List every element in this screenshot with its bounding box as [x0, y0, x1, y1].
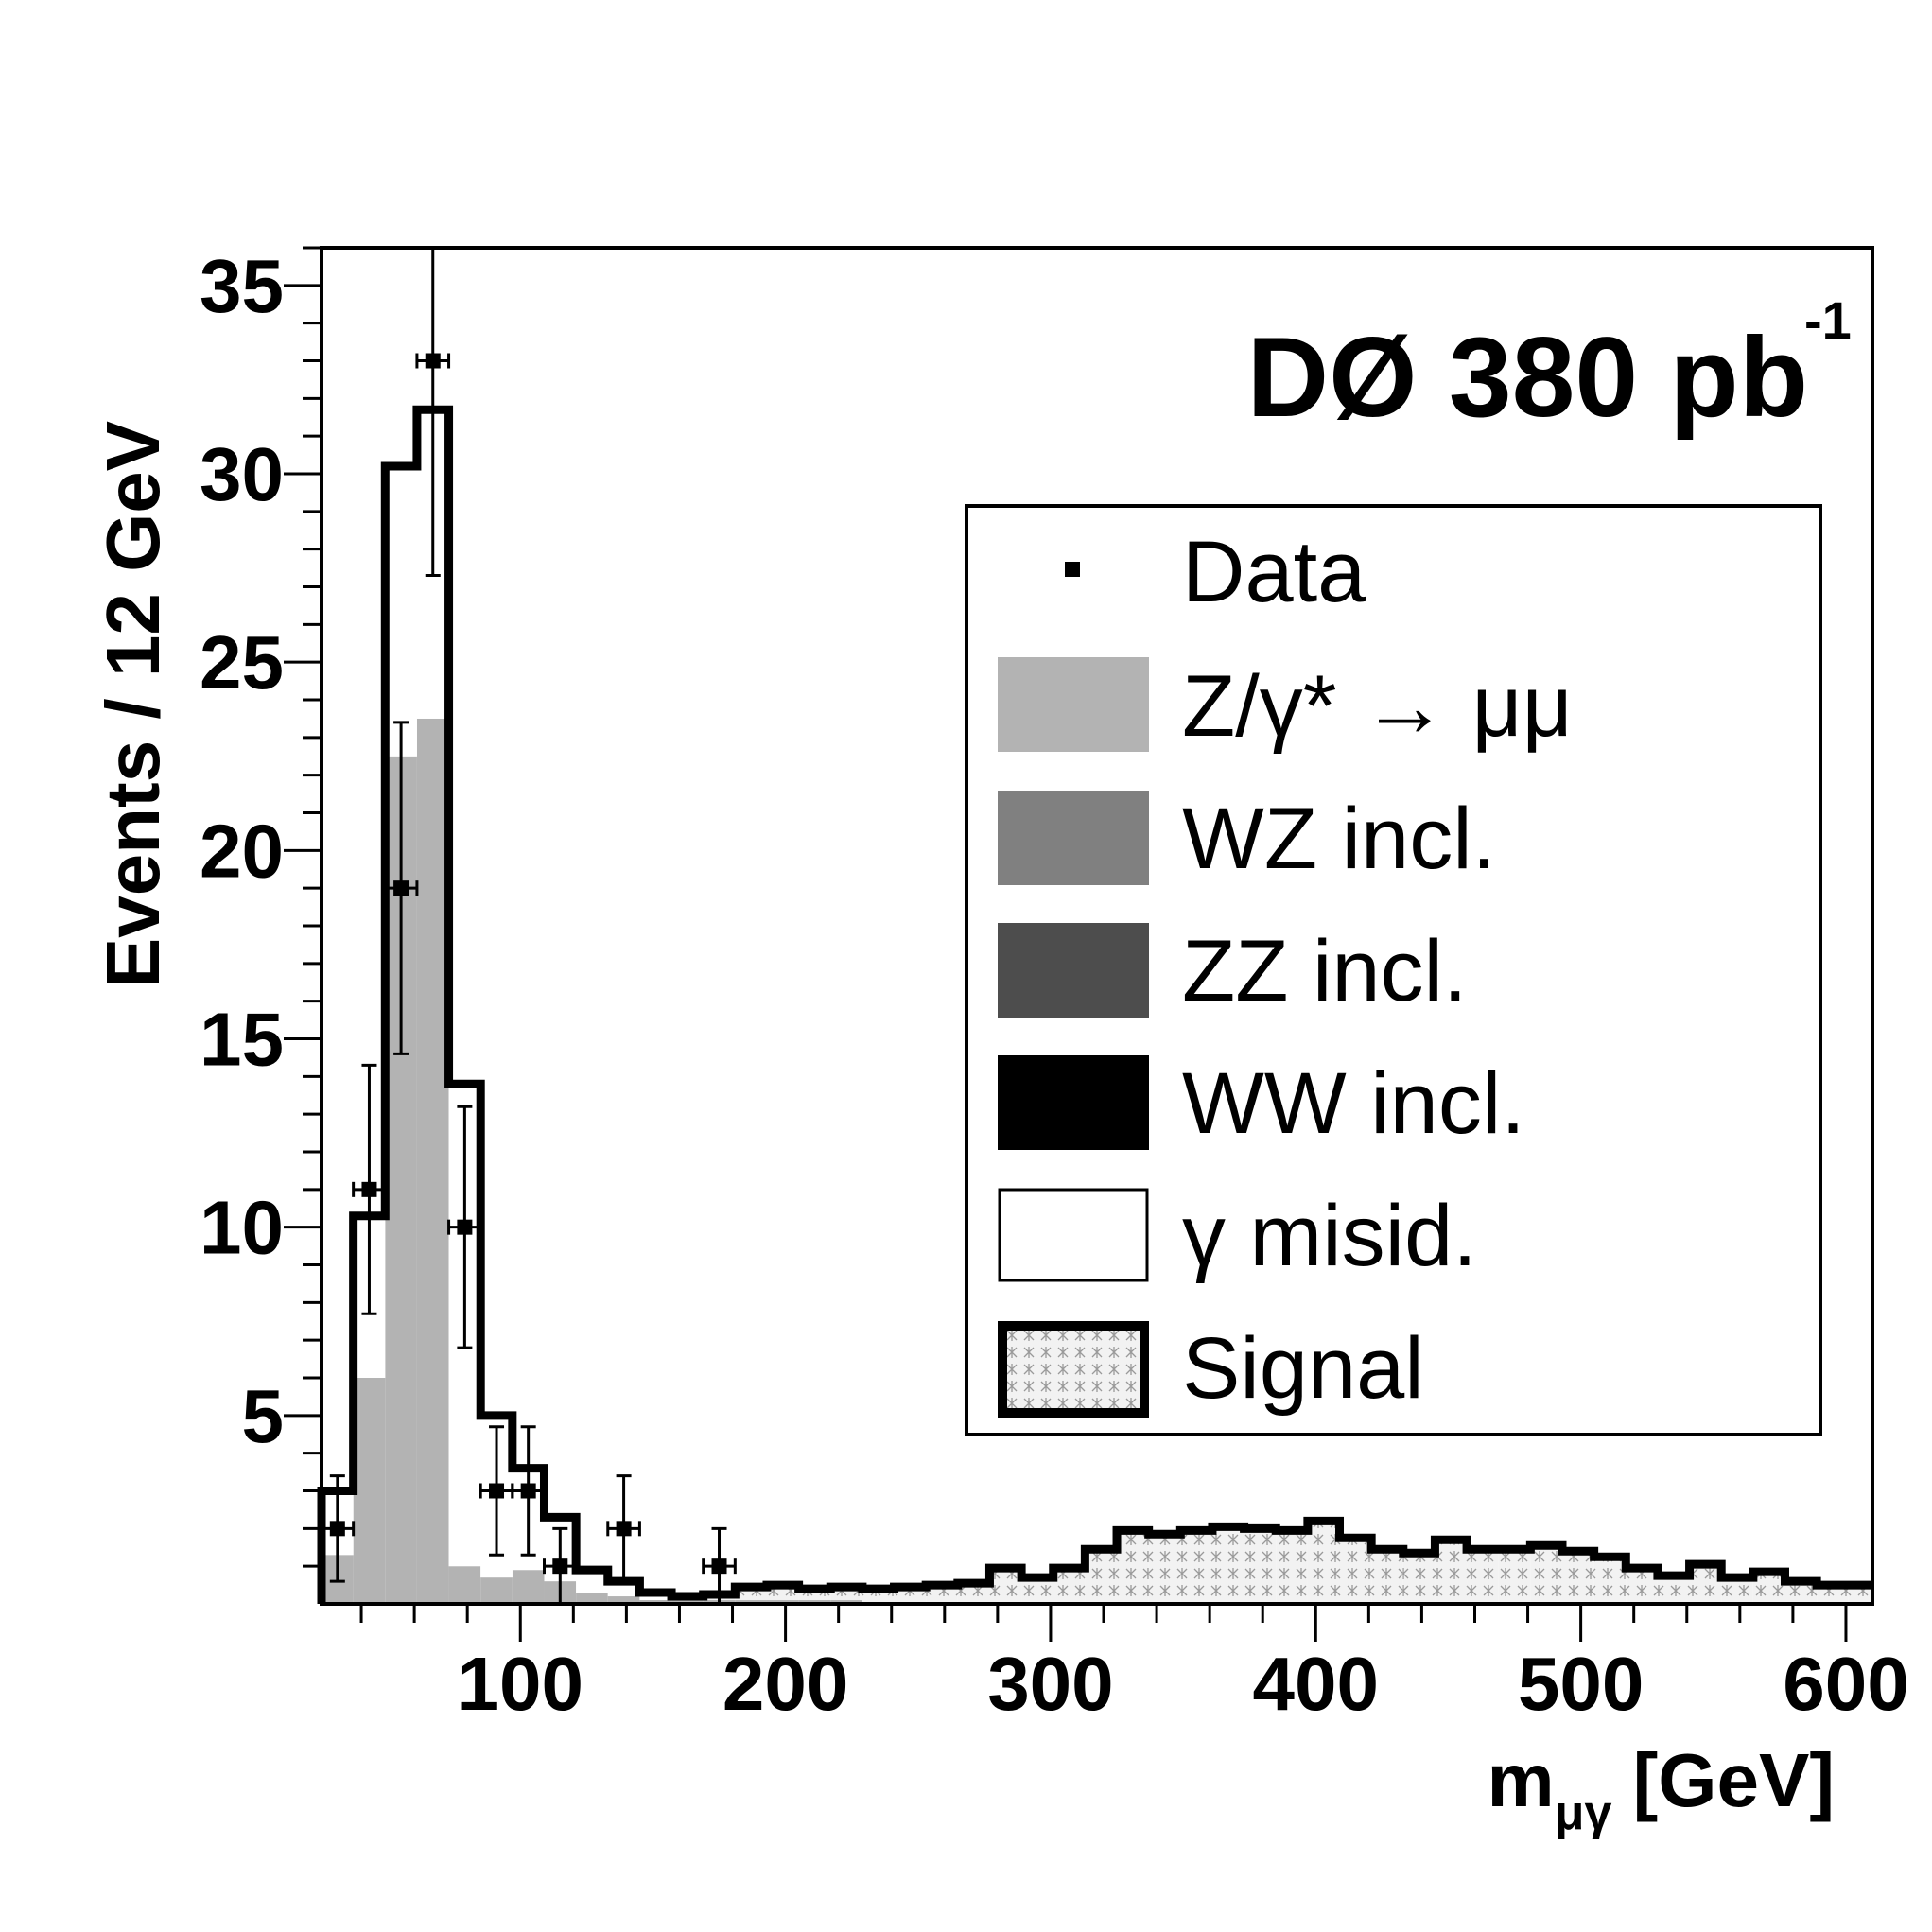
bar-z [353, 1378, 386, 1604]
x-tick-label: 200 [722, 1642, 848, 1726]
x-tick-label: 500 [1518, 1642, 1644, 1726]
legend-label-signal: Signal [1182, 1320, 1424, 1417]
bar-signal [1307, 1521, 1340, 1604]
data-points [320, 246, 737, 1606]
x-axis-title: mμγ [GeV] [1488, 1738, 1835, 1840]
bar-signal [1626, 1568, 1658, 1604]
legend-label-zz: ZZ incl. [1182, 923, 1468, 1019]
bar-signal [1180, 1530, 1212, 1604]
bar-signal [1244, 1528, 1277, 1604]
data-point [361, 1181, 377, 1197]
bar-signal [926, 1585, 958, 1604]
bar-signal [1498, 1549, 1531, 1604]
bar-signal [1402, 1553, 1436, 1604]
legend-data-marker [1065, 562, 1080, 577]
bar-z [512, 1570, 545, 1604]
y-axis-title: Events / 12 GeV [91, 421, 175, 988]
bar-signal [1752, 1572, 1785, 1604]
y-tick-label: 30 [200, 432, 284, 516]
bar-signal [989, 1568, 1022, 1604]
bar-signal [1148, 1534, 1181, 1604]
bar-signal [1053, 1568, 1086, 1604]
bar-signal [1817, 1585, 1849, 1604]
bar-signal [1435, 1540, 1468, 1604]
bar-signal [1593, 1557, 1627, 1604]
bar-misid [576, 1570, 608, 1593]
x-tick-label: 600 [1783, 1642, 1908, 1726]
legend-swatch-zgamma [998, 657, 1149, 752]
data-point [489, 1483, 505, 1499]
bar-signal [1784, 1581, 1818, 1604]
data-point [711, 1558, 727, 1575]
bar-z [607, 1596, 640, 1604]
bar-signal [1276, 1530, 1308, 1604]
bar-signal [1211, 1526, 1244, 1604]
bar-z [576, 1593, 608, 1604]
data-point [425, 353, 441, 369]
bar-signal [798, 1589, 831, 1601]
legend-label-wz: WZ incl. [1182, 791, 1496, 887]
legend-swatch-signal [998, 1321, 1149, 1418]
legend-label-gamma-misid: γ misid. [1182, 1188, 1477, 1284]
total-outline [317, 405, 1872, 1604]
bar-signal [1371, 1549, 1403, 1604]
axes: 5 10 15 20 25 30 35 100 200 300 400 500 600 [200, 244, 1909, 1726]
bar-z [448, 1566, 481, 1604]
legend-swatch-ww [998, 1055, 1149, 1150]
legend-swatch-wz [998, 791, 1149, 885]
bar-signal [1339, 1538, 1372, 1604]
data-point [552, 1558, 568, 1575]
bar-signal [1848, 1585, 1872, 1604]
y-tick-label: 20 [200, 809, 284, 893]
bar-signal [1562, 1551, 1594, 1604]
legend-label-zgamma: Z/γ* → μμ [1182, 658, 1573, 755]
legend-label-data: Data [1182, 524, 1366, 620]
y-tick-label: 15 [200, 998, 284, 1082]
bar-signal [1657, 1575, 1690, 1604]
svg-text:mμγ [GeV]: mμγ [GeV] [1488, 1738, 1835, 1840]
experiment-label: DØ 380 pb [1247, 314, 1809, 441]
x-tick-label: 100 [458, 1642, 583, 1726]
bar-signal [1021, 1577, 1053, 1604]
y-tick-label: 10 [200, 1186, 284, 1270]
bar-signal [1467, 1549, 1499, 1604]
data-point [457, 1219, 473, 1235]
bar-signal [1117, 1530, 1149, 1604]
data-point [329, 1521, 345, 1537]
bar-signal [1085, 1549, 1118, 1604]
bar-signal [957, 1583, 990, 1604]
data-point [616, 1521, 632, 1537]
x-tick-label: 300 [987, 1642, 1113, 1726]
legend-swatch-zz [998, 923, 1149, 1018]
legend: Data Z/γ* → μμ WZ incl. ZZ incl. WW incl… [965, 504, 1822, 1436]
y-tick-label: 35 [200, 244, 284, 328]
bar-z [480, 1577, 513, 1604]
y-tick-label: 5 [242, 1374, 285, 1458]
legend-swatch-gamma-misid [998, 1188, 1149, 1282]
legend-label-ww: WW incl. [1182, 1055, 1525, 1152]
y-tick-label: 25 [200, 620, 284, 705]
bar-z [416, 718, 449, 1604]
data-point [520, 1483, 536, 1499]
bar-signal [1721, 1577, 1753, 1604]
bar-signal [1530, 1545, 1562, 1604]
data-point [393, 880, 409, 896]
bar-misid [385, 466, 417, 757]
bar-signal [1689, 1564, 1722, 1604]
experiment-label-superscript: -1 [1804, 290, 1852, 350]
x-tick-label: 400 [1253, 1642, 1379, 1726]
